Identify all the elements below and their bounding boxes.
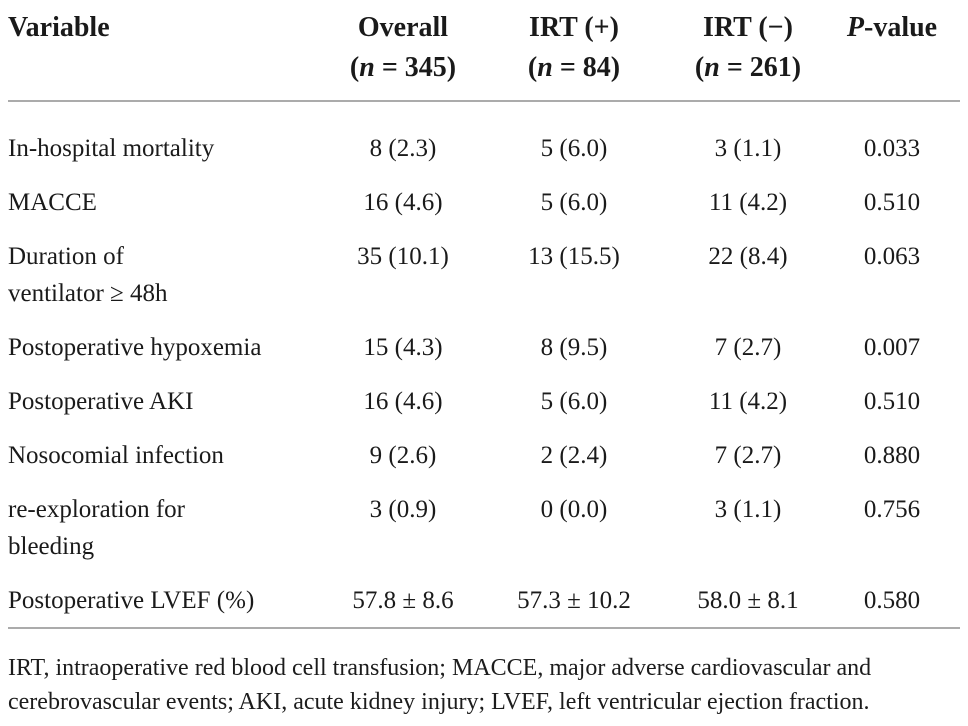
irt-negative-cell: 7 (2.7) [714, 334, 782, 361]
variable-label: re-exploration for [8, 496, 186, 523]
irt-positive-cell: 5 (6.0) [540, 135, 608, 162]
irt-negative-cell: 3 (1.1) [714, 135, 782, 162]
table-row: In-hospital mortality 8 (2.3) 5 (6.0) 3 … [8, 101, 960, 175]
p-value-cell: 0.880 [863, 442, 921, 469]
variable-cell: In-hospital mortality [8, 101, 330, 175]
irt-negative-cell: 3 (1.1) [714, 496, 782, 523]
variable-label-line2: bleeding [8, 533, 95, 560]
variable-label: Duration of [8, 243, 124, 270]
variable-cell: Duration of ventilator ≥ 48h [8, 229, 330, 320]
header-overall: Overall (n = 345) [330, 0, 476, 102]
n-symbol: n [359, 52, 375, 83]
irt-positive-cell: 8 (9.5) [540, 334, 608, 361]
variable-cell: MACCE [8, 175, 330, 229]
overall-cell: 9 (2.6) [369, 442, 437, 469]
overall-cell: 3 (0.9) [369, 496, 437, 523]
header-irt-positive-title: IRT (+) [529, 12, 619, 43]
table-row: Nosocomial infection 9 (2.6) 2 (2.4) 7 (… [8, 428, 960, 482]
irt-positive-cell: 0 (0.0) [540, 496, 608, 523]
paren: ( [694, 52, 705, 83]
table-row: re-exploration for bleeding 3 (0.9) 0 (0.… [8, 482, 960, 573]
variable-cell: Nosocomial infection [8, 428, 330, 482]
variable-cell: re-exploration for bleeding [8, 482, 330, 573]
variable-cell: Postoperative LVEF (%) [8, 573, 330, 629]
p-value-cell: 0.063 [863, 243, 921, 270]
header-p-value-label: P-value [847, 12, 937, 43]
variable-label: Postoperative hypoxemia [8, 334, 262, 361]
p-value-cell: 0.007 [863, 334, 921, 361]
variable-cell: Postoperative hypoxemia [8, 320, 330, 374]
irt-negative-cell: 58.0 ± 8.1 [672, 573, 824, 629]
table-row: Postoperative LVEF (%) 57.8 ± 8.6 57.3 ±… [8, 573, 960, 629]
p-value-cell: 0.580 [824, 573, 960, 629]
header-variable-label: Variable [8, 12, 110, 43]
p-value-cell: 0.510 [863, 189, 921, 216]
table-header: Variable Overall (n = 345) IRT (+) (n = … [8, 0, 960, 102]
variable-label: MACCE [8, 189, 97, 216]
irt-positive-cell: 13 (15.5) [528, 243, 620, 270]
header-irt-negative-n: (n = 261) [672, 48, 824, 88]
overall-cell: 16 (4.6) [363, 189, 443, 216]
overall-cell: 15 (4.3) [363, 334, 443, 361]
irt-negative-cell: 11 (4.2) [708, 388, 788, 415]
irt-negative-cell: 22 (8.4) [708, 243, 788, 270]
header-irt-negative: IRT (−) (n = 261) [672, 0, 824, 102]
variable-cell: Postoperative AKI [8, 374, 330, 428]
overall-cell: 8 (2.3) [369, 135, 437, 162]
header-row: Variable Overall (n = 345) IRT (+) (n = … [8, 0, 960, 102]
header-variable: Variable [8, 0, 330, 102]
header-p-value: P-value [824, 0, 960, 102]
footnote-line: IRT, intraoperative red blood cell trans… [8, 655, 872, 681]
table-body: In-hospital mortality 8 (2.3) 5 (6.0) 3 … [8, 101, 960, 629]
variable-label: Postoperative LVEF (%) [8, 587, 255, 614]
overall-cell: 57.8 ± 8.6 [330, 573, 476, 629]
variable-label: Nosocomial infection [8, 442, 224, 469]
irt-positive-cell: 5 (6.0) [540, 189, 608, 216]
header-overall-n: (n = 345) [330, 48, 476, 88]
n-count: = 345) [374, 52, 457, 83]
n-count: = 84) [552, 52, 621, 83]
table-row: Duration of ventilator ≥ 48h 35 (10.1) 13… [8, 229, 960, 320]
p-value-cell: 0.510 [863, 388, 921, 415]
variable-label: In-hospital mortality [8, 135, 215, 162]
p-value-cell: 0.033 [863, 135, 921, 162]
paren: ( [349, 52, 360, 83]
header-irt-positive-n: (n = 84) [476, 48, 672, 88]
variable-label: Postoperative AKI [8, 388, 194, 415]
irt-negative-cell: 7 (2.7) [714, 442, 782, 469]
p-value-cell: 0.756 [863, 496, 921, 523]
paren: ( [527, 52, 538, 83]
table-footnote: IRT, intraoperative red blood cell trans… [8, 629, 960, 719]
irt-positive-cell: 5 (6.0) [540, 388, 608, 415]
n-symbol: n [537, 52, 553, 83]
table-row: MACCE 16 (4.6) 5 (6.0) 11 (4.2) 0.510 [8, 175, 960, 229]
overall-cell: 16 (4.6) [363, 388, 443, 415]
p-value-suffix: -value [864, 12, 938, 43]
table-row: Postoperative hypoxemia 15 (4.3) 8 (9.5)… [8, 320, 960, 374]
irt-positive-cell: 57.3 ± 10.2 [476, 573, 672, 629]
variable-label-line2: ventilator ≥ 48h [8, 280, 168, 307]
irt-negative-cell: 11 (4.2) [708, 189, 788, 216]
header-overall-title: Overall [357, 12, 449, 43]
header-irt-negative-title: IRT (−) [703, 12, 793, 43]
overall-cell: 35 (10.1) [357, 243, 449, 270]
p-symbol: P [846, 12, 864, 43]
irt-positive-cell: 2 (2.4) [540, 442, 608, 469]
footnote-line: cerebrovascular events; AKI, acute kidne… [8, 689, 870, 715]
outcomes-table: Variable Overall (n = 345) IRT (+) (n = … [8, 0, 960, 629]
n-symbol: n [704, 52, 720, 83]
n-count: = 261) [719, 52, 802, 83]
table-row: Postoperative AKI 16 (4.6) 5 (6.0) 11 (4… [8, 374, 960, 428]
header-irt-positive: IRT (+) (n = 84) [476, 0, 672, 102]
